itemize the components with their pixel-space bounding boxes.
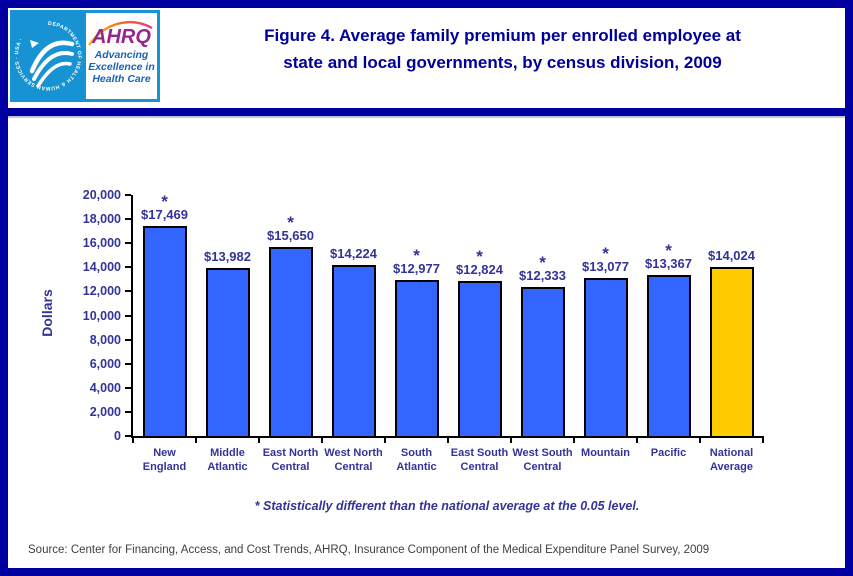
x-axis-category-label: New England — [142, 447, 187, 473]
y-tick-mark — [125, 290, 131, 293]
y-tick-mark — [125, 435, 131, 437]
x-axis-category-label: West North Central — [324, 447, 383, 473]
x-axis-category-label: West South Central — [512, 447, 573, 473]
y-tick-label: 14,000 — [82, 260, 121, 275]
x-axis-category-label: East North Central — [262, 447, 319, 473]
bar-value-label: $13,077 — [582, 259, 629, 275]
bar-value-label: $12,824 — [456, 262, 503, 278]
bar-value-annotation: * $13,367 — [629, 240, 708, 271]
y-tick-label: 4,000 — [89, 380, 121, 395]
bar-3 — [268, 247, 313, 436]
bar-value-annotation: $13,982 — [188, 249, 267, 264]
significance-star: * — [602, 244, 609, 264]
bar-5 — [394, 279, 439, 436]
y-tick-label: 8,000 — [89, 332, 121, 347]
bar-value-label: $13,982 — [204, 248, 251, 264]
significance-star: * — [287, 213, 294, 233]
bar-value-label: $12,977 — [393, 260, 440, 276]
significance-star: * — [413, 245, 420, 265]
source-citation: Source: Center for Financing, Access, an… — [28, 544, 710, 556]
x-tick-mark — [573, 436, 575, 443]
y-tick-mark — [125, 410, 131, 413]
x-axis-category-label: National Average — [709, 447, 754, 473]
y-tick-mark — [125, 314, 131, 317]
bar-value-label: $14,024 — [708, 248, 755, 264]
significance-star: * — [476, 247, 483, 267]
y-tick-label: 6,000 — [89, 356, 121, 371]
ahrq-arc-icon — [88, 20, 153, 46]
tagline-line-2: Excellence in — [88, 61, 155, 73]
x-tick-mark — [195, 436, 197, 443]
bar-value-annotation: * $17,469 — [125, 191, 204, 222]
figure-title-line-2: state and local governments, by census d… — [283, 53, 722, 72]
bar-4 — [331, 264, 376, 436]
x-tick-mark — [384, 436, 386, 443]
hhs-seal: DEPARTMENT OF HEALTH & HUMAN SERVICES · … — [13, 13, 83, 99]
hhs-ahrq-logo: DEPARTMENT OF HEALTH & HUMAN SERVICES · … — [10, 10, 160, 102]
x-tick-mark — [762, 436, 764, 443]
x-axis-category-label: Mountain — [581, 447, 630, 459]
y-tick-label: 10,000 — [82, 308, 121, 323]
bar-value-label: $17,469 — [141, 206, 188, 222]
y-tick-mark — [125, 194, 131, 196]
x-axis-category-label: South Atlantic — [396, 447, 437, 473]
x-tick-mark — [510, 436, 512, 443]
x-tick-mark — [699, 436, 701, 443]
y-tick-label: 18,000 — [82, 212, 121, 227]
bar-value-annotation: * $12,333 — [503, 253, 582, 284]
y-tick-mark — [125, 218, 131, 221]
y-tick-mark — [125, 266, 131, 269]
x-axis-category-label: Middle Atlantic — [207, 447, 248, 473]
significance-star: * — [539, 253, 546, 273]
ahrq-tagline: Advancing Excellence in Health Care — [86, 49, 157, 85]
ahrq-wordmark: AHRQ — [92, 26, 151, 48]
y-tick-mark — [125, 338, 131, 341]
figure-title: Figure 4. Average family premium per enr… — [168, 22, 837, 76]
y-tick-label: 16,000 — [82, 236, 121, 251]
bar-value-annotation: $14,224 — [314, 246, 393, 261]
bar-value-label: $13,367 — [645, 255, 692, 271]
bar-7 — [520, 287, 565, 436]
y-tick-label: 2,000 — [89, 404, 121, 419]
bar-value-annotation: * $12,977 — [377, 245, 456, 276]
y-tick-label: 20,000 — [82, 188, 121, 202]
tagline-line-3: Health Care — [92, 73, 151, 85]
bar-8 — [583, 278, 628, 436]
tagline-line-1: Advancing — [94, 49, 149, 61]
header-divider — [8, 108, 845, 118]
hhs-eagle-icon: DEPARTMENT OF HEALTH & HUMAN SERVICES · … — [14, 21, 82, 91]
bar-value-annotation: * $13,077 — [566, 244, 645, 275]
bar-1 — [142, 225, 187, 436]
significance-star: * — [665, 240, 672, 260]
bar-value-annotation: * $12,824 — [440, 247, 519, 278]
bar-10 — [709, 267, 754, 436]
figure-title-line-1: Figure 4. Average family premium per enr… — [264, 26, 741, 45]
bar-value-label: $15,650 — [267, 228, 314, 244]
y-tick-mark — [125, 242, 131, 245]
bar-value-annotation: $14,024 — [692, 248, 771, 263]
y-tick-mark — [125, 362, 131, 365]
bar-value-label: $14,224 — [330, 245, 377, 261]
y-tick-label: 0 — [114, 429, 121, 443]
bar-chart-plot-area: 0 2,000 4,000 6,000 8,000 10,000 12,000 14,000 1… — [83, 188, 764, 473]
x-tick-mark — [321, 436, 323, 443]
bar-6 — [457, 281, 502, 436]
statistical-footnote: * Statistically different than the natio… — [254, 499, 640, 513]
x-tick-mark — [258, 436, 260, 443]
y-tick-mark — [125, 386, 131, 389]
bar-9 — [646, 274, 691, 436]
significance-star: * — [161, 191, 168, 211]
bar-value-annotation: * $15,650 — [251, 213, 330, 244]
x-axis-category-label: East South Central — [450, 447, 509, 473]
ahrq-logo-panel: AHRQ Advancing Excellence in Health Care — [86, 13, 157, 99]
x-tick-mark — [636, 436, 638, 443]
bar-2 — [205, 267, 250, 436]
y-tick-label: 12,000 — [82, 284, 121, 299]
bar-value-label: $12,333 — [519, 268, 566, 284]
x-axis-category-label: Pacific — [650, 447, 687, 459]
x-tick-mark — [132, 436, 134, 443]
x-tick-mark — [447, 436, 449, 443]
